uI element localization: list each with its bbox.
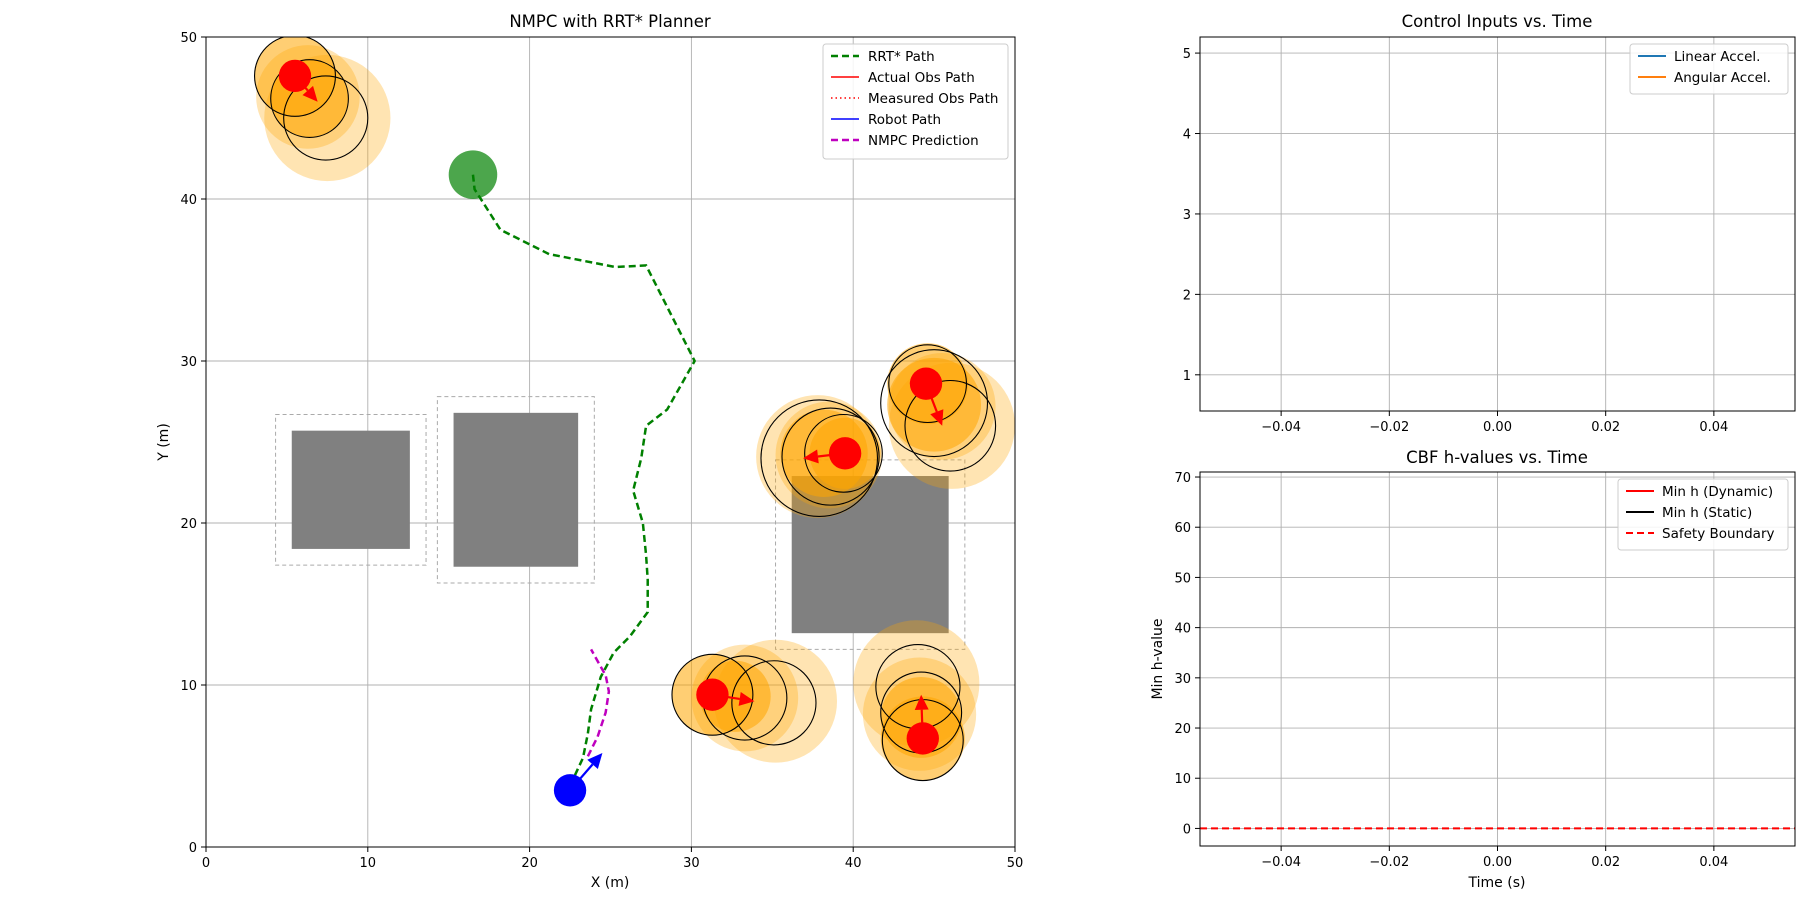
map-legend: RRT* Path Actual Obs Path Measured Obs Pat…	[822, 43, 1009, 160]
obstacle-safety-ring	[760, 399, 879, 517]
cbf-y-tick-label: 40	[1174, 622, 1191, 637]
cbf-x-tick-label: 0.02	[1591, 855, 1620, 870]
map-y-tick-label: 0	[189, 841, 197, 856]
obstacle-velocity-arrow-head	[914, 694, 929, 710]
map-axes-frame	[205, 36, 1016, 848]
controls-y-tick-label: 4	[1183, 128, 1191, 143]
static-obstacle	[453, 412, 579, 567]
obstacle-velocity-arrow-shaft	[712, 693, 740, 701]
goal-marker	[448, 150, 498, 199]
cbf-x-tick-label: 0.00	[1483, 855, 1512, 870]
cbf-y-tick-label: 60	[1174, 521, 1191, 536]
map-x-axis-label: X (m)	[591, 875, 630, 891]
obstacle-safety-ring	[781, 407, 880, 506]
map-x-tick-label: 50	[1007, 856, 1024, 871]
map-legend-box	[822, 43, 1009, 160]
map-x-tick-label: 0	[202, 856, 210, 871]
map-y-tick-label: 30	[180, 355, 197, 370]
controls-x-tick-label: 0.04	[1699, 420, 1728, 435]
obstacle-velocity-arrow-head	[302, 85, 318, 102]
static-obstacle-inflated-outline	[436, 396, 595, 584]
map-x-tick-label: 30	[683, 856, 700, 871]
controls-y-tick-label: 2	[1183, 288, 1191, 303]
cbf-x-axis-label: Time (s)	[1468, 875, 1526, 891]
obstacle-safety-ring	[731, 660, 817, 746]
obstacle-velocity-arrow-head	[803, 449, 819, 464]
cbf-ticks: −0.04 −0.02 0.00 0.02 0.04 0 10 20 30 40 50 60 70	[1174, 471, 1728, 870]
obstacle-velocity-arrow-shaft	[294, 75, 309, 92]
cbf-x-tick-label: −0.02	[1369, 855, 1409, 870]
map-x-tick-label: 40	[845, 856, 862, 871]
cbf-y-tick-label: 20	[1174, 722, 1191, 737]
map-y-tick-label: 50	[180, 31, 197, 46]
robot-heading-arrow-head	[587, 753, 603, 769]
controls-title: Control Inputs vs. Time	[1402, 12, 1593, 31]
map-title: NMPC with RRT* Planner	[509, 12, 711, 31]
controls-x-tick-label: −0.02	[1369, 420, 1409, 435]
controls-y-tick-label: 3	[1183, 208, 1191, 223]
controls-legend-label: Linear Accel.	[1674, 49, 1760, 65]
map-ticks: 0 10 20 30 40 50 0 10 20 30 40 50	[180, 31, 1023, 871]
obstacle-prediction-halo	[699, 660, 771, 732]
map-plot: 0 10 20 30 40 50 0 10 20 30 40 50 NMPC with RRT* Pl…	[156, 12, 1023, 891]
cbf-legend-box	[1617, 478, 1789, 551]
map-legend-label: Robot Path	[868, 112, 941, 128]
cbf-y-tick-label: 70	[1174, 471, 1191, 486]
map-x-tick-label: 20	[521, 856, 538, 871]
obstacle-safety-ring	[254, 37, 336, 117]
cbf-title: CBF h-values vs. Time	[1406, 448, 1588, 467]
controls-x-tick-label: 0.02	[1591, 420, 1620, 435]
obstacle-safety-ring	[880, 349, 989, 458]
obstacle-safety-ring	[671, 653, 754, 736]
obstacle-safety-ring	[270, 59, 349, 138]
map-legend-label: Measured Obs Path	[868, 91, 998, 107]
obstacle-safety-ring	[804, 413, 883, 493]
cbf-legend-label: Min h (Dynamic)	[1662, 484, 1773, 500]
obstacle-velocity-arrow-shaft	[920, 709, 924, 739]
obstacle-velocity-arrow-shaft	[924, 383, 938, 413]
cbf-x-tick-label: 0.04	[1699, 855, 1728, 870]
static-obstacle	[791, 476, 949, 634]
controls-legend-label: Angular Accel.	[1674, 70, 1771, 86]
cbf-x-tick-label: −0.04	[1261, 855, 1301, 870]
map-y-axis-label: Y (m)	[156, 423, 172, 462]
obstacle-velocity-arrow-head	[930, 409, 944, 426]
controls-y-tick-label: 5	[1183, 47, 1191, 62]
map-y-tick-label: 40	[180, 193, 197, 208]
cbf-y-tick-label: 50	[1174, 571, 1191, 586]
nmpc-prediction-line	[586, 648, 611, 757]
controls-legend-box	[1629, 43, 1789, 95]
map-y-tick-label: 10	[180, 679, 197, 694]
map-x-tick-label: 10	[360, 856, 377, 871]
map-legend-label: RRT* Path	[868, 49, 935, 65]
cbf-y-tick-label: 30	[1174, 672, 1191, 687]
cbf-y-axis-label: Min h-value	[1150, 618, 1166, 699]
obstacle-velocity-arrow-shaft	[817, 452, 846, 458]
map-legend-label: NMPC Prediction	[868, 133, 979, 149]
cbf-y-tick-label: 10	[1174, 772, 1191, 787]
controls-legend: Linear Accel. Angular Accel.	[1629, 43, 1789, 95]
cbf-legend: Min h (Dynamic) Min h (Static) Safety Boun…	[1617, 478, 1789, 551]
controls-y-tick-label: 1	[1183, 369, 1191, 384]
map-legend-label: Actual Obs Path	[868, 70, 975, 86]
map-y-tick-label: 20	[180, 517, 197, 532]
controls-x-tick-label: 0.00	[1483, 420, 1512, 435]
controls-ticks: −0.04 −0.02 0.00 0.02 0.04 1 2 3 4 5	[1183, 47, 1729, 435]
static-obstacle-inflated-outline	[275, 413, 427, 566]
map-plot-area	[254, 37, 1015, 807]
controls-x-tick-label: −0.04	[1261, 420, 1301, 435]
controls-plot: −0.04 −0.02 0.00 0.02 0.04 1 2 3 4 5 Control Inpu…	[1183, 12, 1796, 435]
cbf-legend-label: Min h (Static)	[1662, 505, 1752, 521]
rrt-path-line	[471, 174, 697, 783]
static-obstacle	[291, 430, 410, 549]
cbf-y-tick-label: 0	[1183, 822, 1191, 837]
obstacle-safety-ring	[283, 75, 369, 161]
obstacle-safety-ring	[904, 379, 997, 472]
cbf-plot: −0.04 −0.02 0.00 0.02 0.04 0 10 20 30 40 50 60 70 CB…	[1150, 448, 1796, 891]
robot-heading-arrow-shaft	[569, 763, 594, 792]
cbf-legend-label: Safety Boundary	[1662, 526, 1775, 542]
obstacle-velocity-arrow-head	[738, 691, 755, 706]
